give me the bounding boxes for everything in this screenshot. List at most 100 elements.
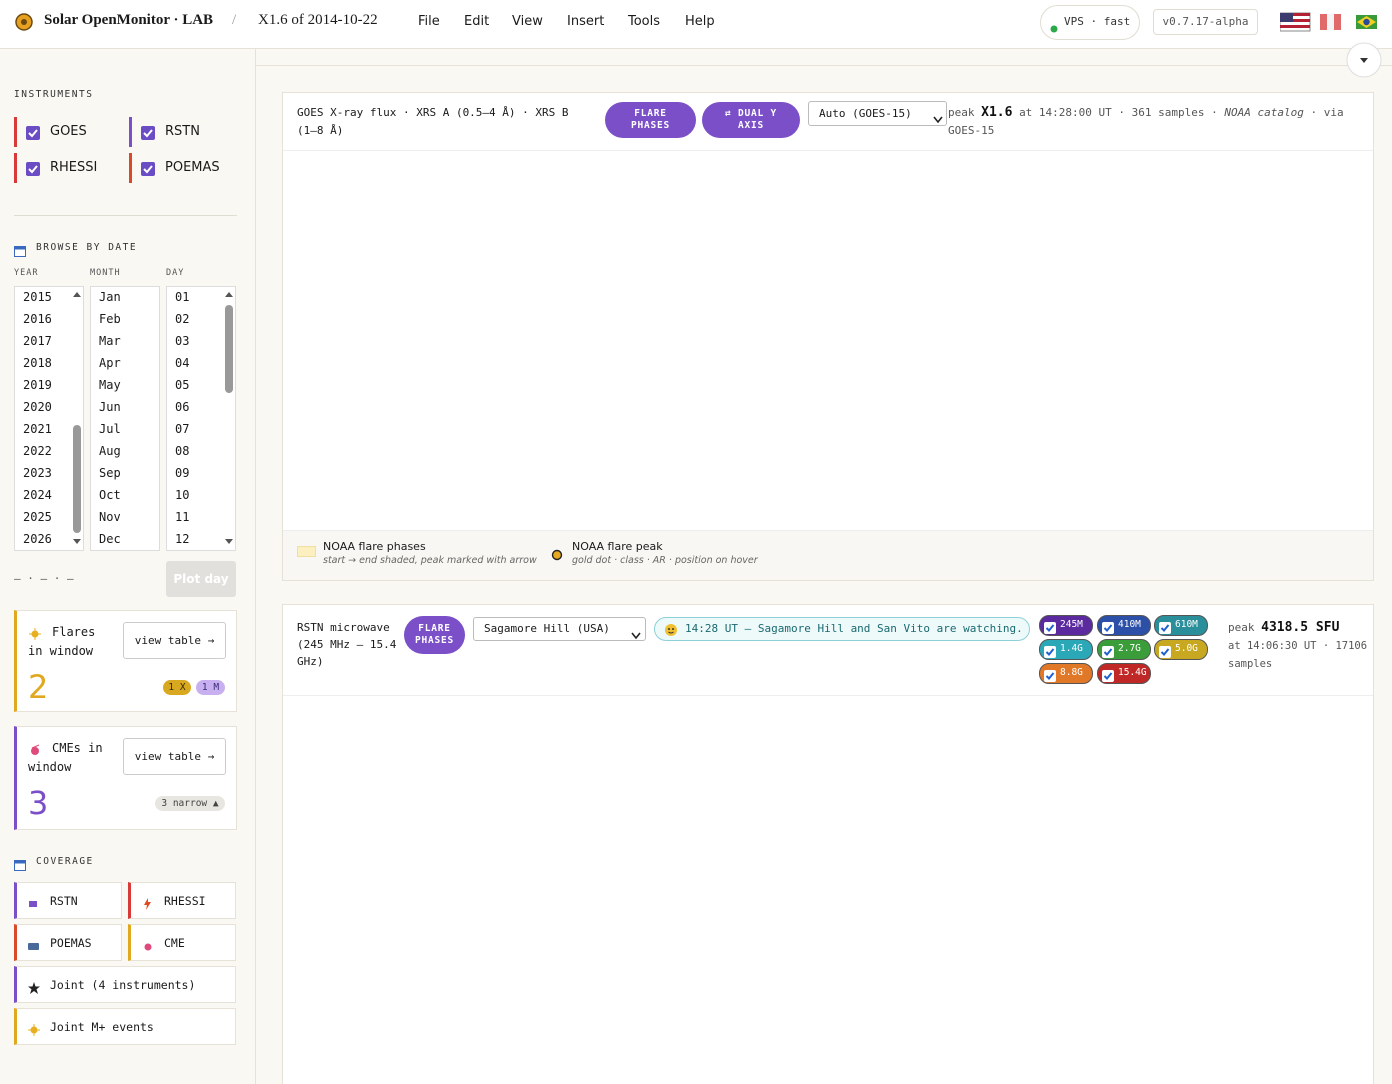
view-table-button[interactable]: view table → (123, 622, 226, 659)
menu-item[interactable]: File (418, 14, 440, 29)
coverage-label[interactable]: CME (164, 936, 185, 950)
list-option[interactable]: 2016 (23, 312, 52, 326)
coverage-link[interactable] (14, 882, 122, 919)
list-option[interactable]: 2020 (23, 400, 52, 414)
list-option[interactable]: 2018 (23, 356, 52, 370)
list-option[interactable]: 11 (175, 510, 190, 524)
list-option[interactable]: 04 (175, 356, 190, 370)
list-option[interactable]: 2023 (23, 466, 52, 480)
chip-label[interactable]: 5.0G (1175, 643, 1198, 654)
list-option[interactable]: Apr (99, 356, 121, 370)
view-table-button[interactable]: view table → (123, 738, 226, 775)
coverage-link[interactable] (14, 1008, 236, 1045)
checkbox[interactable] (26, 125, 40, 144)
coverage-link[interactable] (14, 966, 236, 1003)
chip-check[interactable] (1159, 619, 1171, 638)
list-option[interactable]: 06 (175, 400, 190, 414)
collapse-button[interactable] (1346, 42, 1382, 78)
list-option[interactable]: 09 (175, 466, 190, 480)
list-option[interactable]: 08 (175, 444, 190, 458)
coverage-link[interactable] (128, 924, 236, 961)
select-arrow (933, 109, 943, 128)
menu-item[interactable]: View (512, 14, 543, 29)
instrument-label[interactable]: RHESSI (50, 160, 98, 175)
list-option[interactable]: 03 (175, 334, 190, 348)
list-option[interactable]: 2025 (23, 510, 52, 524)
list-option[interactable]: 2015 (23, 290, 52, 304)
chip-check[interactable] (1044, 643, 1056, 662)
coverage-label[interactable]: RHESSI (164, 894, 206, 908)
list-option[interactable]: 2019 (23, 378, 52, 392)
coverage-label[interactable]: RSTN (50, 894, 78, 908)
chip-check[interactable] (1102, 619, 1114, 638)
menu-item[interactable]: Tools (628, 14, 661, 29)
list-option[interactable]: 2022 (23, 444, 52, 458)
list-option[interactable]: Sep (99, 466, 121, 480)
list-option[interactable]: Jun (99, 400, 121, 414)
list-option[interactable]: 01 (175, 290, 190, 304)
instrument-label[interactable]: RSTN (165, 124, 200, 139)
list-option[interactable]: May (99, 378, 121, 392)
instrument-toggle[interactable] (14, 153, 121, 183)
language-flags[interactable] (1280, 12, 1380, 32)
list-option[interactable]: Dec (99, 532, 121, 546)
list-option[interactable]: 10 (175, 488, 190, 502)
toggle-button[interactable]: FLARE PHASES (404, 616, 465, 654)
panel-header-rule (283, 695, 1373, 696)
list-option[interactable]: 2021 (23, 422, 52, 436)
toggle-button[interactable]: ⇄ DUAL Y AXIS (702, 102, 800, 138)
checkbox[interactable] (141, 161, 155, 180)
plot-day-button[interactable]: Plot day (166, 561, 236, 597)
list-option[interactable]: Feb (99, 312, 121, 326)
chip-label[interactable]: 410M (1118, 619, 1141, 630)
chip-label[interactable]: 610M (1175, 619, 1198, 630)
station-select[interactable]: Sagamore Hill (USA) (473, 617, 646, 641)
server-status: VPS · fast (1064, 15, 1131, 28)
list-option[interactable]: Aug (99, 444, 121, 458)
list-option[interactable]: 12 (175, 532, 190, 546)
toggle-button[interactable]: FLARE PHASES (605, 102, 696, 138)
list-option[interactable]: 2017 (23, 334, 52, 348)
coverage-label[interactable]: POEMAS (50, 936, 92, 950)
sun-icon (664, 622, 678, 641)
list-option[interactable]: 2026 (23, 532, 52, 546)
menu-item[interactable]: Help (685, 14, 715, 29)
coverage-label[interactable]: Joint M+ events (50, 1020, 154, 1034)
coverage-link[interactable] (14, 924, 122, 961)
source-select[interactable]: Auto (GOES-15) (808, 101, 947, 126)
chip-label[interactable]: 1.4G (1060, 643, 1083, 654)
instrument-toggle[interactable] (129, 117, 236, 147)
coverage-label[interactable]: Joint (4 instruments) (50, 978, 196, 992)
instrument-toggle[interactable] (14, 117, 121, 147)
chip-check[interactable] (1102, 667, 1114, 686)
list-option[interactable]: Jul (99, 422, 121, 436)
list-option[interactable]: 05 (175, 378, 190, 392)
list-option[interactable]: 07 (175, 422, 190, 436)
list-option[interactable]: 2024 (23, 488, 52, 502)
checkbox[interactable] (26, 161, 40, 180)
menu-item[interactable]: Edit (464, 14, 490, 29)
instrument-label[interactable]: GOES (50, 124, 87, 139)
list-option[interactable]: Nov (99, 510, 121, 524)
coverage-icon (28, 937, 40, 956)
chip-check[interactable] (1044, 667, 1056, 686)
list-option[interactable]: Mar (99, 334, 121, 348)
checkbox[interactable] (141, 125, 155, 144)
panel-footer (283, 530, 1373, 580)
list-option[interactable]: Jan (99, 290, 121, 304)
list-option[interactable]: 02 (175, 312, 190, 326)
chip-label[interactable]: 2.7G (1118, 643, 1141, 654)
chip-label[interactable]: 245M (1060, 619, 1083, 630)
chip-label[interactable]: 8.8G (1060, 667, 1083, 678)
instrument-label[interactable]: POEMAS (165, 160, 220, 175)
chip-label[interactable]: 15.4G (1118, 667, 1147, 678)
coverage-link[interactable] (128, 882, 236, 919)
chip-check[interactable] (1159, 643, 1171, 662)
version: v0.7.17-alpha (1153, 9, 1258, 35)
instrument-toggle[interactable] (129, 153, 236, 183)
list-option[interactable]: Oct (99, 488, 121, 502)
chip-check[interactable] (1102, 643, 1114, 662)
coverage-icon (142, 895, 154, 914)
chip-check[interactable] (1044, 619, 1056, 638)
menu-item[interactable]: Insert (567, 14, 605, 29)
